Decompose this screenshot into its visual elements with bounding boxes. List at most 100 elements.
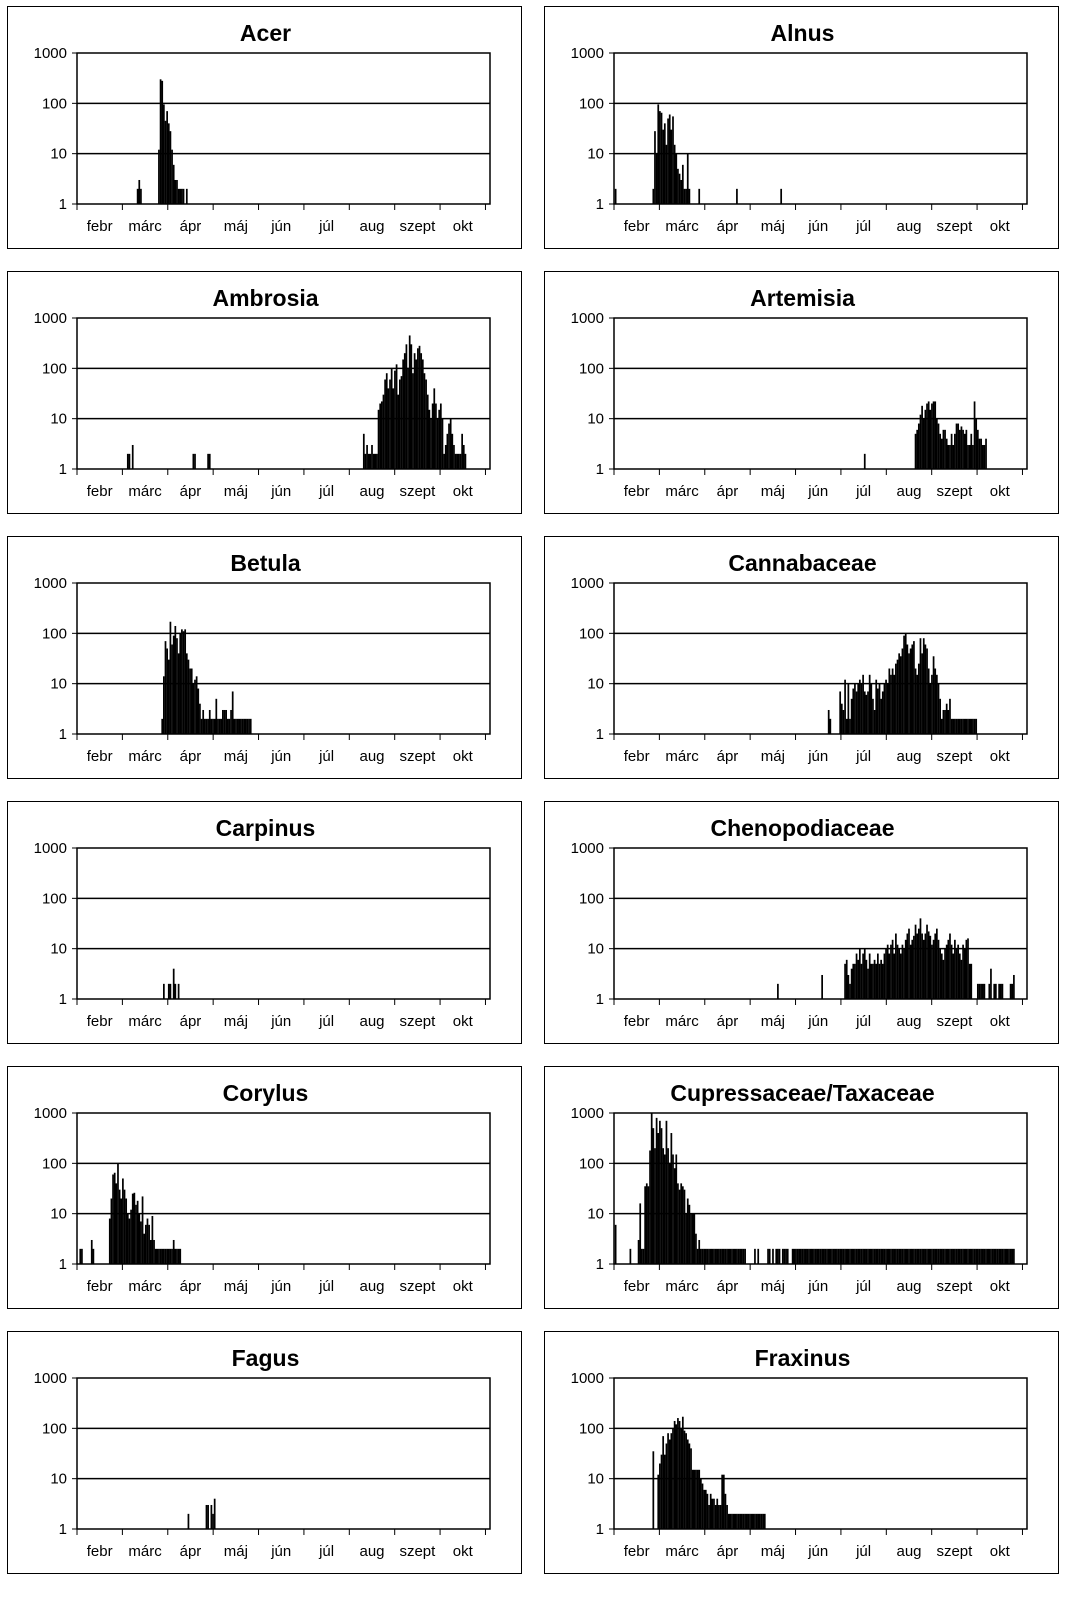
x-tick-label: aug [896,1013,921,1030]
bar [942,429,945,469]
bar [691,1469,694,1529]
bar [143,1233,146,1264]
bar [734,1513,737,1529]
bar [908,928,910,999]
bar [998,983,1000,999]
bar [963,1248,966,1264]
y-tick-label: 100 [42,360,67,377]
bar [700,1478,702,1529]
bar [921,1248,923,1264]
bar [177,1248,180,1264]
x-tick-label: aug [896,748,921,765]
bar [909,1248,912,1264]
bar [1003,1248,1005,1264]
bar [231,691,234,734]
bar [813,1248,815,1264]
bar [675,1424,678,1529]
bar [213,1498,216,1529]
bar [929,935,932,999]
x-tick-label: okt [990,748,1011,765]
bar [796,1248,799,1264]
bar [210,718,213,734]
bar [785,1248,787,1264]
bar [153,1239,155,1264]
x-tick-label: ápr [717,483,739,500]
bar [965,718,968,734]
bar [704,1489,707,1529]
bar [212,1513,214,1529]
bar [962,718,964,734]
bar [181,188,183,204]
y-tick-label: 10 [587,1206,604,1223]
bar [453,444,455,469]
bar [192,453,195,469]
bar [444,444,447,469]
bar [870,683,873,734]
bar [412,373,414,469]
x-tick-label: máj [761,1013,785,1030]
bar [394,370,396,469]
bar [803,1248,805,1264]
chart-title: Corylus [223,1080,309,1106]
bar [213,718,216,734]
bar [172,968,175,999]
chart-title: Chenopodiaceae [710,815,894,841]
bar [939,698,941,734]
x-tick-label: máj [761,1278,785,1295]
bar [81,1248,83,1264]
bar [840,703,843,734]
bar [681,1186,684,1264]
bar [136,188,139,204]
bar [654,1148,656,1264]
bar [672,116,674,204]
bar [880,959,882,999]
bar [163,1248,165,1264]
bar [855,691,858,734]
bar [757,1513,760,1529]
bar [978,1248,981,1264]
bar [672,1428,674,1529]
bar [957,423,960,469]
bar [683,1430,686,1529]
bar [138,179,141,204]
chart-title: Fagus [232,1345,300,1371]
x-tick-label: okt [990,1013,1011,1030]
bar [739,1513,742,1529]
y-tick-label: 100 [42,95,67,112]
bar [721,1474,724,1529]
bar [901,648,904,734]
bar [207,718,209,734]
bar [377,409,380,469]
bar [194,679,196,734]
bar [374,453,377,469]
bar [402,359,404,469]
bar [952,1248,955,1264]
bar [816,1248,819,1264]
bar [701,1483,704,1529]
bar [166,1248,168,1264]
y-tick-label: 1 [596,726,604,743]
x-tick-label: júl [318,748,334,765]
bar [410,344,413,469]
bar [133,1192,136,1264]
bar [985,1248,987,1264]
bar [1001,1248,1004,1264]
bar [955,1248,958,1264]
y-tick-label: 1000 [571,45,604,62]
bar [176,1248,178,1264]
bar [775,1248,778,1264]
bar [379,403,382,469]
bar [932,401,935,469]
bar [936,674,938,734]
bar [857,683,860,734]
x-tick-label: ápr [180,1013,202,1030]
bar [931,674,933,734]
bar [223,709,226,734]
bar [451,433,454,469]
bar [927,931,930,999]
x-tick-label: aug [896,483,921,500]
bar [829,1248,832,1264]
plot-area [613,582,1028,735]
bar [752,1513,755,1529]
bar [967,444,969,469]
